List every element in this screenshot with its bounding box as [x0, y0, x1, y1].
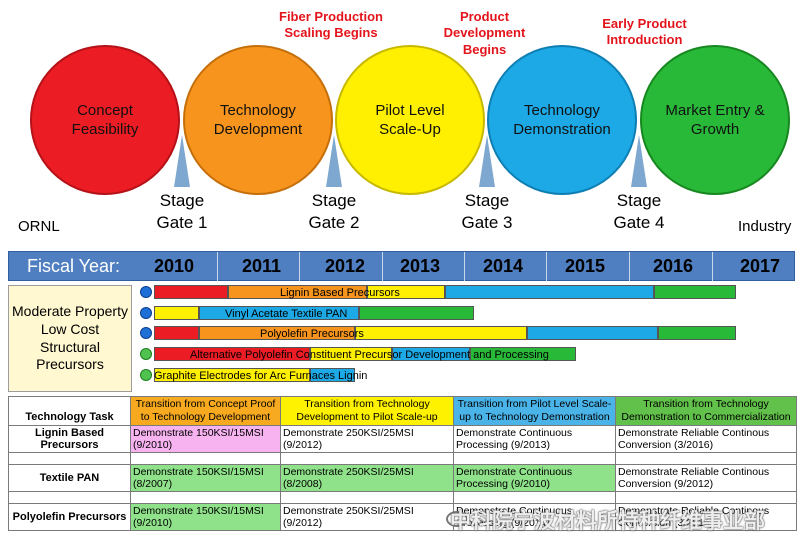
- gantt-segment: [199, 326, 355, 340]
- task-cell: Demonstrate 250KSI/25MSI (9/2012): [280, 503, 454, 532]
- gantt-segment: [309, 347, 392, 361]
- stage-label: Market Entry & Growth: [665, 101, 765, 139]
- stage-gate-1-label: Stage Gate 1: [156, 191, 208, 232]
- year-divider: [382, 252, 383, 281]
- gantt-row-label: Polyolefin Precursors: [260, 328, 364, 340]
- year-2016: 2016: [653, 256, 694, 276]
- gantt-row-label: Alternative Polyolefin Constituent Precu…: [190, 349, 549, 361]
- gantt-segment: [658, 326, 737, 340]
- year-divider: [629, 252, 630, 281]
- wechat-icon: [446, 511, 468, 527]
- gantt-segment: [445, 285, 655, 299]
- gantt-segment: [154, 306, 200, 320]
- table-row: Polyolefin Precursors Demonstrate 150KSI…: [8, 503, 797, 532]
- milestone-product-development: Product Development Begins: [443, 9, 526, 57]
- gantt-segment: [391, 347, 470, 361]
- stage-gate-4-label: Stage Gate 4: [613, 191, 665, 232]
- ornl-label: ORNL: [18, 218, 60, 235]
- table-header-row: Technology Task Transition from Concept …: [8, 395, 797, 427]
- table-spacer-row: [8, 491, 797, 505]
- stage-concept-feasibility: Concept Feasibility: [30, 45, 180, 195]
- gantt-segment: [367, 285, 446, 299]
- stage-label: Technology Demonstration: [513, 101, 611, 139]
- table-header-task: Technology Task: [8, 395, 131, 427]
- year-2017: 2017: [740, 256, 781, 276]
- stage-technology-demonstration: Technology Demonstration: [487, 45, 637, 195]
- gantt-segment: [654, 285, 737, 299]
- gantt-segment: [227, 285, 368, 299]
- stage-gate-pointer: [631, 135, 647, 187]
- table-header-demonstration-to-commercialization: Transition from Technology Demonstration…: [615, 395, 797, 427]
- stage-label: Technology Development: [213, 101, 303, 139]
- stage-gate-pointer: [479, 135, 495, 187]
- year-2010: 2010: [154, 256, 195, 276]
- stage-gate-3-label: Stage Gate 3: [461, 191, 513, 232]
- gantt-segment: [354, 326, 528, 340]
- blue-circle-icon: [140, 327, 152, 339]
- table-header-development-to-pilot: Transition from Technology Development t…: [280, 395, 454, 427]
- task-name: Lignin Based Precursors: [8, 425, 131, 454]
- gantt-segment: [359, 306, 474, 320]
- gantt-segment: [154, 347, 310, 361]
- year-divider: [299, 252, 300, 281]
- blue-circle-icon: [140, 286, 152, 298]
- milestone-fiber-production: Fiber Production Scaling Begins: [279, 9, 383, 41]
- stage-gate-2-label: Stage Gate 2: [308, 191, 360, 232]
- gantt-segment: [309, 368, 355, 382]
- table-row: Textile PAN Demonstrate 150KSI/15MSI (8/…: [8, 464, 797, 493]
- industry-label: Industry: [738, 218, 792, 235]
- stage-label: Concept Feasibility: [71, 101, 139, 139]
- task-cell: Demonstrate 250KSI/25MSI (9/2012): [280, 425, 454, 454]
- task-cell: Demonstrate Continuous Processing (9/201…: [453, 464, 616, 493]
- task-name: Textile PAN: [8, 464, 131, 493]
- task-cell: Demonstrate 150KSI/15MSI (9/2010): [130, 425, 281, 454]
- year-divider: [546, 252, 547, 281]
- table-row: Lignin Based Precursors Demonstrate 150K…: [8, 425, 797, 454]
- technology-task-table: Technology Task Transition from Concept …: [8, 395, 797, 532]
- year-2013: 2013: [400, 256, 441, 276]
- blue-circle-icon: [140, 307, 152, 319]
- precursor-category-box: Moderate Property Low Cost Structural Pr…: [8, 285, 132, 392]
- stage-market-entry: Market Entry & Growth: [640, 45, 790, 195]
- year-divider: [464, 252, 465, 281]
- gantt-segment: [199, 306, 359, 320]
- gantt-segment: [469, 347, 577, 361]
- task-cell: Demonstrate 250KSI/25MSI (8/2008): [280, 464, 454, 493]
- stage-pilot-scale-up: Pilot Level Scale-Up: [335, 45, 485, 195]
- table-spacer-row: [8, 452, 797, 466]
- gantt-segment: [154, 285, 228, 299]
- task-cell: Demonstrate 150KSI/15MSI (8/2007): [130, 464, 281, 493]
- fiscal-year-label: Fiscal Year:: [27, 256, 121, 276]
- gantt-row-label: Lignin Based Precursors: [280, 287, 400, 299]
- gantt-segment: [154, 326, 200, 340]
- stage-label: Pilot Level Scale-Up: [375, 101, 445, 139]
- year-2015: 2015: [565, 256, 606, 276]
- milestone-early-product: Early Product Introduction: [602, 16, 687, 48]
- task-cell: Demonstrate Reliable Continous Conversio…: [615, 425, 797, 454]
- year-2011: 2011: [242, 256, 282, 276]
- task-cell: Demonstrate Continuous Processing (9/201…: [453, 503, 616, 532]
- stage-technology-development: Technology Development: [183, 45, 333, 195]
- task-cell: Demonstrate 150KSI/15MSI (9/2010): [130, 503, 281, 532]
- table-header-concept-to-development: Transition from Concept Proof to Technol…: [130, 395, 281, 427]
- gantt-segment: [154, 368, 310, 382]
- table-header-pilot-to-demonstration: Transition from Pilot Level Scale- up to…: [453, 395, 616, 427]
- fiscal-year-bar: Fiscal Year: 2010 2011 2012 2013 2014 20…: [8, 251, 795, 281]
- green-circle-icon: [140, 369, 152, 381]
- year-2012: 2012: [325, 256, 366, 276]
- stage-gate-pointer: [174, 135, 190, 187]
- year-divider: [217, 252, 218, 281]
- gantt-segment: [527, 326, 659, 340]
- gantt-row-label: Graphite Electrodes for Arc Furnaces Lig…: [154, 370, 368, 382]
- watermark: 中科院宁波材料所特种纤维事业部: [450, 510, 765, 533]
- task-name: Polyolefin Precursors: [8, 503, 131, 532]
- task-cell: Demonstrate Reliable Continous Conversio…: [615, 503, 797, 532]
- task-cell: Demonstrate Reliable Continous Conversio…: [615, 464, 797, 493]
- stage-gate-pointer: [326, 135, 342, 187]
- gantt-row-label: Vinyl Acetate Textile PAN: [225, 308, 348, 320]
- year-divider: [712, 252, 713, 281]
- year-2014: 2014: [483, 256, 524, 276]
- green-circle-icon: [140, 348, 152, 360]
- task-cell: Demonstrate Continuous Processing (9/201…: [453, 425, 616, 454]
